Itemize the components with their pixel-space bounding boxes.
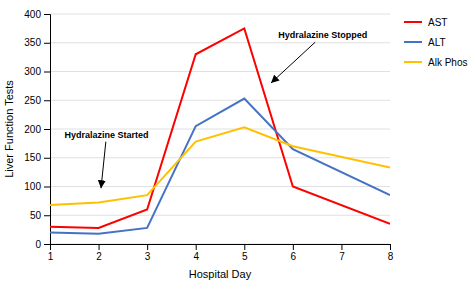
legend-swatch [404,21,422,23]
legend-item: AST [404,17,447,28]
legend-label: AST [428,17,447,28]
x-tick-mark [196,244,197,250]
y-tick-label: 250 [24,95,41,106]
y-tick: 350 [24,37,50,48]
annotation-text: Hydralazine Stopped [278,30,367,40]
x-tick-mark [293,244,294,250]
x-tick-label: 6 [291,251,297,262]
y-axis: 0 50 100 150 200 250 300 350 400 [24,9,50,250]
y-tick-mark [44,72,50,73]
y-tick-mark [44,187,50,188]
y-tick: 250 [24,95,50,106]
y-tick-label: 0 [35,239,41,250]
x-tick: 7 [339,244,345,262]
x-tick: 6 [291,244,297,262]
y-tick-label: 150 [24,152,41,163]
annotation-arrow [271,42,315,83]
y-tick-label: 200 [24,124,41,135]
legend-label: Alk Phos [428,57,467,68]
y-axis-line [44,15,51,245]
x-axis-title: Hospital Day [189,268,252,280]
chart: 1 2 3 4 5 6 7 8 0 50 100 150 200 250 300 350 400 Hydralaz… [0,0,474,284]
series-line [50,127,390,205]
x-tick-label: 2 [96,251,102,262]
annotation-text: Hydralazine Started [65,130,149,140]
x-tick-mark [99,244,100,250]
grid-line [50,71,390,72]
grid-line [50,100,390,101]
y-tick-mark [44,215,50,216]
y-tick: 200 [24,124,50,135]
legend-swatch [404,61,422,63]
y-tick-label: 350 [24,37,41,48]
x-tick: 5 [242,244,248,262]
x-tick-mark [390,244,391,250]
legend-label: ALT [428,37,446,48]
x-tick-mark [341,244,342,250]
x-tick: 4 [193,244,199,262]
grid-line [50,157,390,158]
y-tick-mark [44,100,50,101]
series-line [50,99,390,234]
y-tick-mark [44,158,50,159]
x-tick: 8 [388,244,394,262]
y-tick: 400 [24,9,50,20]
y-tick-label: 300 [24,66,41,77]
legend-item: ALT [404,37,446,48]
x-tick-label: 8 [388,251,394,262]
grid-line [50,14,390,15]
x-axis: 1 2 3 4 5 6 7 8 [48,244,394,262]
y-tick: 300 [24,66,50,77]
x-tick: 1 [48,244,54,262]
grid-line [50,215,390,216]
y-axis-title: Liver Function Tests [3,80,15,178]
y-tick: 100 [24,181,50,192]
x-tick-mark [244,244,245,250]
x-tick-label: 3 [145,251,151,262]
y-tick-label: 100 [24,181,41,192]
x-tick-mark [147,244,148,250]
y-tick-mark [44,43,50,44]
x-axis-line [51,245,391,251]
legend: AST ALT Alk Phos [404,17,467,68]
y-tick: 150 [24,152,50,163]
y-tick-label: 400 [24,9,41,20]
y-tick-mark [44,244,50,245]
y-tick: 0 [35,239,50,250]
x-tick-label: 5 [242,251,248,262]
y-tick-mark [44,129,50,130]
series-line [50,28,390,228]
x-tick-label: 1 [48,251,54,262]
plot: 1 2 3 4 5 6 7 8 0 50 100 150 200 250 300 350 400 Hydralaz… [24,9,393,262]
x-tick-label: 7 [339,251,345,262]
y-tick: 50 [30,210,50,221]
y-tick-mark [44,14,50,15]
x-tick: 3 [145,244,151,262]
y-tick-label: 50 [30,210,42,221]
x-tick: 2 [96,244,102,262]
series-group [50,28,390,233]
legend-swatch [404,41,422,43]
x-tick-label: 4 [193,251,199,262]
grid [50,14,390,244]
annotations: Hydralazine Started Hydralazine Stopped [65,30,368,188]
legend-item: Alk Phos [404,57,467,68]
annotation-arrow [101,142,106,189]
